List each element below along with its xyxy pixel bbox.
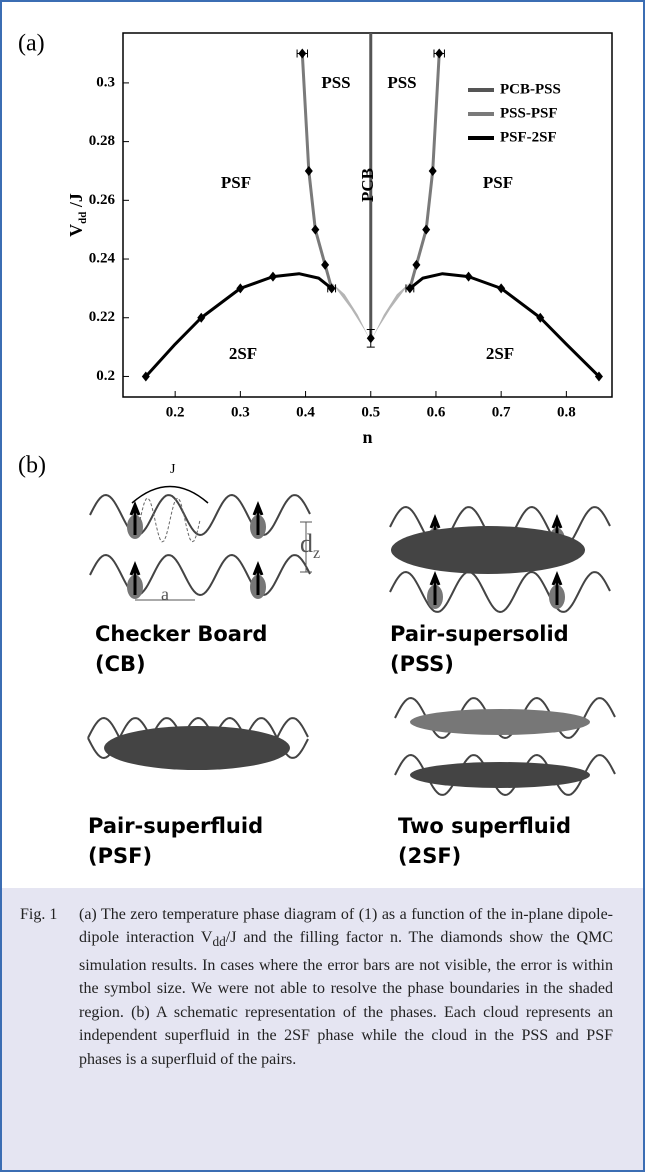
qmc-point <box>298 48 307 59</box>
lattice <box>89 493 311 537</box>
hop-wave <box>139 497 201 543</box>
phase-name: (PSF) <box>88 844 152 868</box>
caption-part: /J and the filling factor n. The diamond… <box>79 929 613 1068</box>
qmc-point <box>304 165 313 176</box>
y-tick-label: 0.3 <box>96 74 115 90</box>
label-j: J <box>170 462 176 477</box>
dipole <box>429 570 441 605</box>
region-label: PSS <box>321 73 350 92</box>
y-label-main: V <box>66 224 86 237</box>
y-tick-label: 0.2 <box>96 368 115 384</box>
dipole <box>129 500 141 535</box>
y-tick-label: 0.28 <box>89 133 115 149</box>
qmc-point <box>268 271 277 282</box>
dipole <box>252 500 264 535</box>
region-label: PSF <box>483 173 513 192</box>
x-axis-label: n <box>362 427 372 447</box>
region-label: 2SF <box>486 344 514 363</box>
x-tick-label: 0.7 <box>492 404 511 420</box>
x-tick-label: 0.6 <box>427 404 446 420</box>
y-tick-label: 0.24 <box>89 250 116 266</box>
phase-name: Checker Board <box>95 622 267 646</box>
dipole <box>129 560 141 595</box>
qmc-point <box>422 224 431 235</box>
label-a: a <box>161 584 169 604</box>
x-tick-label: 0.8 <box>557 404 576 420</box>
x-tick-label: 0.4 <box>296 404 315 420</box>
caption-label: Fig. 1 <box>20 906 58 923</box>
qmc-point <box>141 371 150 382</box>
lattice <box>89 553 311 597</box>
label-dz: dz <box>300 529 320 562</box>
qmc-point <box>321 259 330 270</box>
qmc-point <box>435 48 444 59</box>
qmc-point <box>412 259 421 270</box>
qmc-point <box>497 283 506 294</box>
qmc-point <box>366 333 375 344</box>
panel-label: (b) <box>18 453 46 479</box>
qmc-point <box>405 283 414 294</box>
caption-part: (a) The zero temperature phase diagram o… <box>79 906 613 947</box>
plot-frame <box>122 32 613 398</box>
cloud <box>104 726 290 770</box>
dz-sub: z <box>313 545 320 562</box>
qmc-point <box>536 312 545 323</box>
region-label: PSS <box>387 73 416 92</box>
qmc-point <box>327 283 336 294</box>
phase-name: (2SF) <box>398 844 461 868</box>
caption-part: dd <box>212 934 226 950</box>
lattice <box>394 753 616 797</box>
phase-name: (PSS) <box>390 652 454 676</box>
cloud <box>410 762 590 788</box>
y-axis-label: Vdd /J <box>66 193 88 237</box>
lattice <box>87 716 309 760</box>
caption-text: (a) The zero temperature phase diagram o… <box>79 888 613 1170</box>
figure: (a) (b) 0.2 0.3 0.4 0.5 0.6 0.7 0.8 0.2 0.22 0.24… <box>18 31 616 868</box>
phase-name: Pair-supersolid <box>390 622 569 646</box>
x-tick-label: 0.3 <box>231 404 250 420</box>
dipole <box>252 560 264 595</box>
phase-name: Pair-superfluid <box>88 814 263 838</box>
legend-label: PSF-2SF <box>500 129 557 145</box>
dz-main: d <box>300 529 313 558</box>
qmc-point <box>311 224 320 235</box>
qmc-point <box>464 271 473 282</box>
phase-name: Two superfluid <box>398 814 571 838</box>
y-tick-label: 0.26 <box>89 192 116 208</box>
y-tick-label: 0.22 <box>89 309 115 325</box>
legend-label: PSS-PSF <box>500 105 558 121</box>
region-label: PSF <box>221 173 251 192</box>
y-label-rest: /J <box>66 193 86 212</box>
qmc-point <box>236 283 245 294</box>
caption: Fig. 1 (a) The zero temperature phase di… <box>2 888 643 1170</box>
qmc-point <box>594 371 603 382</box>
cloud <box>410 709 590 735</box>
dipole <box>551 570 563 605</box>
region-label: 2SF <box>229 344 257 363</box>
y-label-sub: dd <box>77 212 89 224</box>
legend-label: PCB-PSS <box>500 81 561 97</box>
qmc-point <box>197 312 206 323</box>
hop-arrow <box>131 485 209 504</box>
lattice <box>389 570 611 614</box>
x-tick-label: 0.2 <box>166 404 185 420</box>
x-tick-label: 0.5 <box>361 404 380 420</box>
region-label: PCB <box>358 168 377 202</box>
panel-label: (a) <box>18 31 45 57</box>
dz-bar <box>300 521 312 573</box>
phase-name: (CB) <box>95 652 146 676</box>
cloud <box>391 526 585 574</box>
qmc-point <box>428 165 437 176</box>
series-line <box>144 272 601 378</box>
